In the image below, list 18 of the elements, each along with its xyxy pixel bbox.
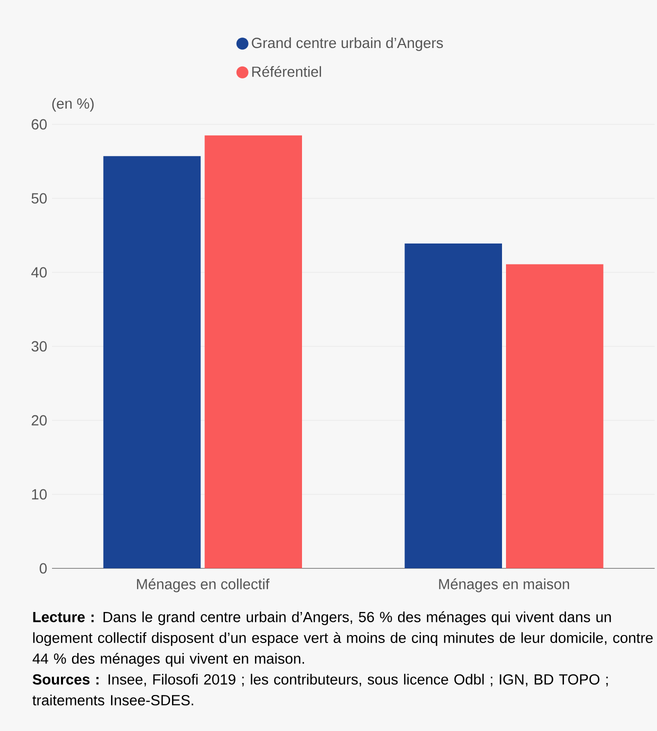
text: Lecture : Dans le grand centre urbain d’Angers, 56 % des ménages qui vivent dans un logement collectif disposent d’un espace vert à moins de cinq minutes de leur domicile, contre 44 % des ménages qui vivent en maison. xyxy=(32,611,653,667)
legend-label: Grand centre urbain d’Angers xyxy=(252,37,443,52)
y-tick-label: 60 xyxy=(32,119,47,130)
x-tick-label: Ménages en maison xyxy=(439,578,570,592)
y-tick-label: 20 xyxy=(32,415,47,426)
legend-label: Référentiel xyxy=(252,66,322,77)
bar xyxy=(103,156,201,568)
y-tick-label: 30 xyxy=(32,341,47,352)
bar xyxy=(506,264,604,568)
y-tick-label: 50 xyxy=(32,193,47,204)
y-tick-label: 0 xyxy=(40,563,47,574)
bar xyxy=(204,135,302,568)
x-tick-label: Ménages en collectif xyxy=(137,578,270,592)
bar xyxy=(404,243,502,568)
y-axis-title: (en %) xyxy=(52,98,94,112)
y-tick-label: 40 xyxy=(31,267,47,278)
text: Sources : Insee, Filosofi 2019 ; les contributeurs, sous licence Odbl ; IGN, BD TOPO ; traitements Insee-SDES. xyxy=(32,674,608,706)
y-tick-label: 10 xyxy=(32,489,47,500)
